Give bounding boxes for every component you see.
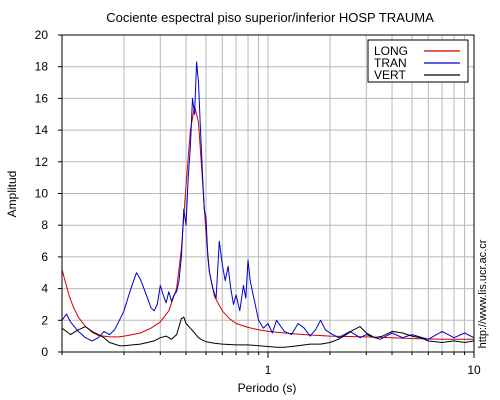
y-tick-label: 14 — [35, 123, 49, 137]
y-tick-label: 18 — [35, 60, 49, 74]
y-tick-label: 2 — [41, 313, 48, 327]
y-tick-label: 8 — [41, 218, 48, 232]
axis-ticks: 0 2 4 6 8 10 12 14 16 18 20 1 10 — [35, 28, 481, 377]
series-lines — [62, 61, 474, 348]
y-tick-label: 16 — [35, 91, 49, 105]
side-url-text: http://www.lis.ucr.ac.cr — [477, 239, 489, 348]
y-tick-label: 12 — [35, 155, 49, 169]
y-tick-label: 4 — [41, 282, 48, 296]
chart-title: Cociente espectral piso superior/inferio… — [106, 10, 434, 25]
y-tick-label: 6 — [41, 250, 48, 264]
y-tick-label: 0 — [41, 345, 48, 359]
y-axis-label: Amplitud — [5, 171, 19, 218]
x-tick-label: 1 — [265, 363, 272, 377]
y-tick-label: 10 — [35, 187, 49, 201]
x-axis-label: Periodo (s) — [238, 381, 297, 395]
legend-label-vert: VERT — [374, 68, 406, 82]
series-line-vert — [62, 316, 474, 348]
y-tick-label: 20 — [35, 28, 49, 42]
series-line-tran — [62, 61, 474, 342]
legend-label-tran: TRAN — [374, 56, 407, 70]
x-tick-label: 10 — [467, 363, 481, 377]
grid — [61, 34, 474, 353]
legend-label-long: LONG — [374, 44, 408, 58]
